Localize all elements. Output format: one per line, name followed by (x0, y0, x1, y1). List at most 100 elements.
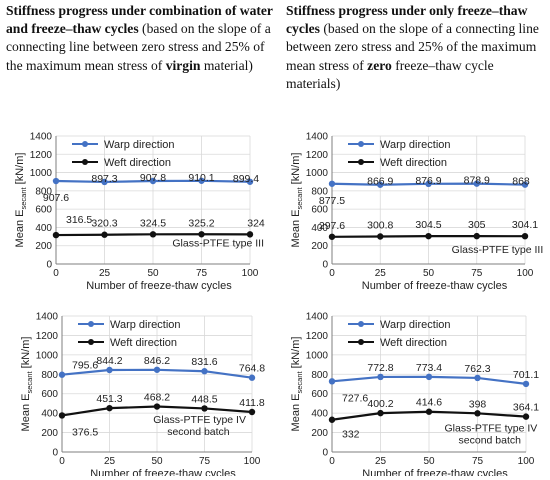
y-tick-label: 200 (311, 241, 328, 252)
data-point (201, 405, 208, 412)
legend-swatch-marker (358, 339, 364, 345)
data-label: 910.1 (188, 172, 214, 184)
x-tick-label: 75 (196, 268, 208, 279)
legend-swatch-marker (88, 339, 94, 345)
data-label: 304.5 (415, 219, 441, 231)
chart-top-left: 0 200 400 600 800 1000 1200 1400 0 25 50 75 100 Numbe… (14, 132, 265, 293)
data-point (149, 177, 157, 185)
legend-label: Weft direction (380, 337, 447, 349)
data-point (425, 408, 433, 415)
y-tick-label: 200 (311, 428, 328, 439)
x-tick-label: 50 (147, 268, 159, 279)
y-tick-label: 400 (311, 409, 328, 420)
data-label: 878.9 (464, 175, 490, 187)
material-annotation: second batch (459, 434, 522, 446)
data-point (153, 366, 161, 373)
data-point (58, 412, 66, 419)
data-point (153, 403, 161, 410)
data-label: 772.8 (367, 362, 393, 374)
y-axis-label: Mean Esecant [kN/m] (20, 337, 34, 432)
caption-left-bold-2: virgin (165, 57, 201, 73)
data-label: 868 (512, 176, 530, 188)
data-point (474, 410, 481, 417)
x-tick-label: 100 (518, 456, 535, 467)
x-tick-label: 100 (242, 268, 259, 279)
x-tick-label: 50 (423, 268, 435, 279)
y-tick-label: 1400 (30, 132, 53, 143)
y-tick-label: 1400 (306, 132, 329, 143)
y-tick-label: 1200 (306, 331, 329, 342)
data-label: 701.1 (513, 369, 539, 381)
data-label: 414.6 (416, 397, 442, 409)
material-annotation: second batch (167, 426, 230, 438)
y-tick-label: 400 (311, 223, 328, 234)
x-axis-label: Number of freeze-thaw cycles (362, 468, 508, 476)
data-label: 324 (247, 217, 265, 229)
data-point (328, 233, 336, 240)
data-point (58, 371, 66, 378)
y-tick-label: 600 (35, 205, 52, 216)
data-point (198, 231, 205, 238)
data-label: 364.1 (513, 402, 539, 414)
data-label: 795.6 (72, 360, 98, 372)
y-tick-label: 600 (311, 389, 328, 400)
x-tick-label: 25 (375, 456, 387, 467)
legend-label: Warp direction (380, 139, 451, 151)
y-tick-label: 0 (52, 448, 58, 459)
y-tick-label: 800 (311, 186, 328, 197)
legend-label: Warp direction (104, 139, 175, 151)
caption-right-text-2: freeze–thaw cycle materials) (286, 57, 494, 91)
legend-swatch-marker (358, 159, 364, 165)
y-axis-label: Mean Esecant [kN/m] (14, 153, 28, 248)
caption-right-bold: Stiffness progress under only freeze–tha… (286, 3, 528, 37)
data-point (198, 177, 205, 184)
y-tick-label: 0 (322, 260, 328, 271)
x-axis-label: Number of freeze-thaw cycles (86, 280, 232, 292)
data-point (521, 181, 529, 188)
data-label: 332 (342, 429, 360, 441)
data-point (473, 232, 480, 240)
x-tick-label: 25 (99, 268, 111, 279)
data-label: 300.8 (367, 219, 393, 231)
legend-swatch-marker (88, 321, 94, 327)
y-tick-label: 200 (41, 428, 58, 439)
x-tick-label: 25 (104, 456, 116, 467)
y-tick-label: 800 (41, 370, 58, 381)
data-label: 877.5 (319, 195, 345, 207)
data-point (201, 368, 208, 375)
data-label: 897.3 (91, 173, 117, 185)
data-label: 451.3 (96, 393, 122, 405)
legend-label: Warp direction (380, 319, 451, 331)
data-label: 844.2 (96, 355, 122, 367)
data-label: 325.2 (188, 217, 214, 229)
legend-swatch-marker (358, 321, 364, 327)
data-point (377, 409, 384, 417)
caption-right: Stiffness progress under only freeze–tha… (286, 2, 548, 93)
x-tick-label: 0 (53, 268, 59, 279)
x-tick-label: 25 (375, 268, 387, 279)
data-point (106, 366, 113, 374)
data-label: 727.6 (342, 392, 368, 404)
data-point (149, 231, 157, 238)
data-point (246, 231, 254, 238)
material-annotation: Glass-PTFE type IV (153, 414, 246, 426)
x-axis-label: Number of freeze-thaw cycles (362, 280, 508, 292)
data-point (101, 178, 108, 186)
x-tick-label: 50 (151, 456, 163, 467)
x-tick-label: 0 (59, 456, 65, 467)
data-label: 297.6 (319, 220, 345, 232)
data-point (425, 373, 433, 381)
y-tick-label: 0 (322, 448, 328, 459)
data-label: 773.4 (416, 362, 442, 374)
y-tick-label: 200 (35, 241, 52, 252)
data-point (246, 178, 254, 185)
x-tick-label: 75 (199, 456, 211, 467)
material-annotation: Glass-PTFE type III (452, 244, 544, 256)
data-label: 316.5 (66, 214, 92, 226)
x-tick-label: 100 (517, 268, 534, 279)
legend-label: Weft direction (380, 157, 447, 169)
y-tick-label: 1200 (306, 150, 329, 161)
data-label: 764.8 (239, 363, 265, 375)
caption-left-text-2: material) (200, 57, 253, 73)
legend-swatch-marker (82, 159, 88, 165)
